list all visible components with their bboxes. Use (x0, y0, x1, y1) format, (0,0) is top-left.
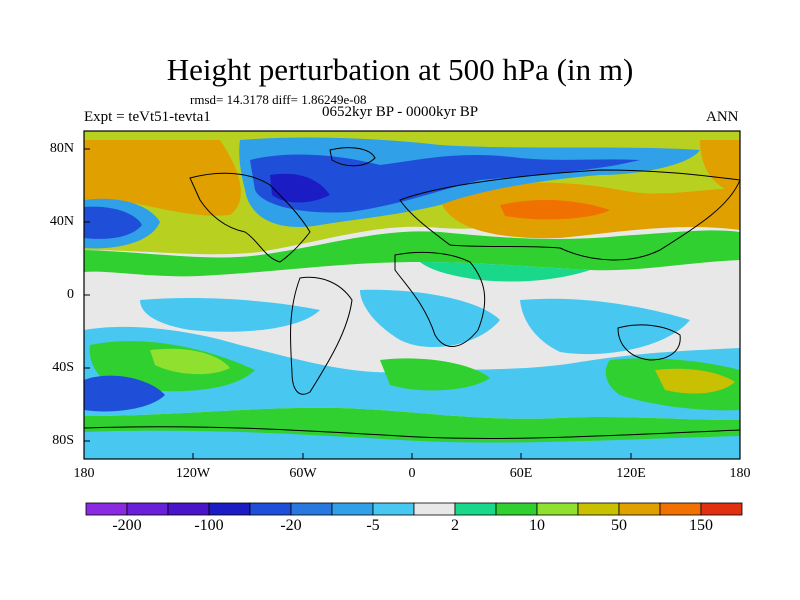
rmsd-diff-stats: rmsd= 14.3178 diff= 1.86249e-08 (190, 92, 367, 107)
colorbar-swatch (577, 502, 620, 516)
colorbar-swatch (413, 502, 456, 516)
coast-antarctica (84, 426, 740, 439)
colorbar-label: 10 (529, 517, 545, 534)
period-label: 0652kyr BP - 0000kyr BP (322, 104, 479, 120)
colorbar-swatch (372, 502, 415, 516)
anomaly-yellow-south-indian (655, 368, 735, 394)
colorbar-swatch (618, 502, 661, 516)
lat-label: 40N (49, 214, 74, 229)
low-blue-arctic (250, 154, 640, 213)
coast-greenland (329, 147, 376, 167)
colorbar-swatch (454, 502, 497, 516)
colorbar-swatch (167, 502, 210, 516)
colorbar-swatch (659, 502, 702, 516)
band-orange-north-pacific (84, 140, 241, 216)
tropics-cyan-east-pacific (140, 298, 320, 332)
low-core-northamerica (270, 173, 330, 203)
lat-label: 80S (52, 433, 74, 448)
anomaly-yellowgreen-south-pacific (150, 348, 230, 375)
lon-label: 60E (509, 466, 533, 481)
map-title: Height perturbation at 500 hPa (in m) (166, 52, 634, 87)
core-red-eurasia (500, 199, 610, 220)
coastlines (84, 147, 740, 439)
colorbar-swatch (331, 502, 374, 516)
belt-teal-north (420, 262, 590, 282)
coast-africa (394, 251, 486, 347)
longitude-ticks (83, 453, 741, 459)
colorbar-swatch (126, 502, 169, 516)
lon-label: 120E (616, 466, 646, 481)
colorbar-label: 2 (451, 517, 459, 534)
colorbar-label: -5 (366, 517, 380, 534)
colorbar-label: 150 (689, 517, 713, 534)
contour-field (84, 131, 740, 459)
coast-australia (617, 324, 681, 361)
lat-label: 80N (49, 141, 74, 156)
colorbar-swatch (495, 502, 538, 516)
colorbar-swatch (208, 502, 251, 516)
colorbar-swatch (536, 502, 579, 516)
anomaly-green-south-atlantic (380, 358, 490, 391)
lon-label: 180 (729, 466, 751, 481)
experiment-label: Expt = teVt51-tevta1 (84, 109, 211, 125)
lat-label: 0 (67, 287, 74, 302)
anomaly-blue-south-pacific (84, 375, 165, 412)
colorbar-swatch (290, 502, 333, 516)
lon-label: 120W (175, 466, 211, 481)
colorbar-swatch (85, 502, 128, 516)
coast-north-america (189, 172, 311, 263)
colorbar-swatch (249, 502, 292, 516)
belt-green-subtropics-north (84, 230, 740, 277)
lon-label: 180 (73, 466, 95, 481)
band-cyan-antarctic (84, 430, 740, 459)
lon-label: 0 (408, 466, 416, 481)
band-orange-northeast (700, 140, 740, 195)
colorbar-label: -200 (112, 517, 142, 534)
colorbar-label: -100 (194, 517, 224, 534)
colorbar-label: -20 (280, 517, 302, 534)
season-label: ANN (706, 109, 739, 125)
colorbar-swatch (700, 502, 743, 516)
tropics-cyan-indian (520, 298, 690, 355)
low-blue-npacific (84, 206, 142, 239)
tropics-cyan-atlantic (360, 289, 500, 348)
coast-south-america (289, 276, 353, 395)
lat-label: 40S (52, 360, 74, 375)
latitude-ticks (84, 148, 90, 442)
colorbar (85, 502, 743, 516)
coast-eurasia (399, 169, 740, 261)
colorbar-label: 50 (611, 517, 627, 534)
lon-label: 60W (289, 466, 317, 481)
